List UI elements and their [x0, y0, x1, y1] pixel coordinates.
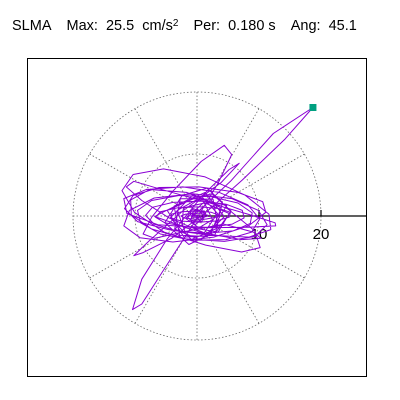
tick-label: 20: [313, 226, 330, 243]
trajectory-line: [121, 107, 314, 311]
max-unit: cm/s2: [138, 17, 178, 35]
max-unit-base: cm/s: [142, 18, 173, 34]
tick-label: 10: [251, 226, 268, 243]
angle-value: 45.1: [328, 18, 357, 34]
period-label: Per:: [193, 18, 221, 34]
max-label: Max:: [66, 18, 98, 34]
angle-label: Ang:: [290, 18, 321, 34]
end-marker: [309, 104, 317, 111]
plot-header: SLMA Max: 25.5 cm/s2 Per: 0.180 s Ang: 4…: [12, 17, 357, 35]
period-value: 0.180 s: [228, 18, 276, 34]
station-code: SLMA: [12, 18, 52, 34]
max-value: 25.5: [105, 18, 135, 34]
max-unit-exponent: 2: [172, 18, 179, 29]
